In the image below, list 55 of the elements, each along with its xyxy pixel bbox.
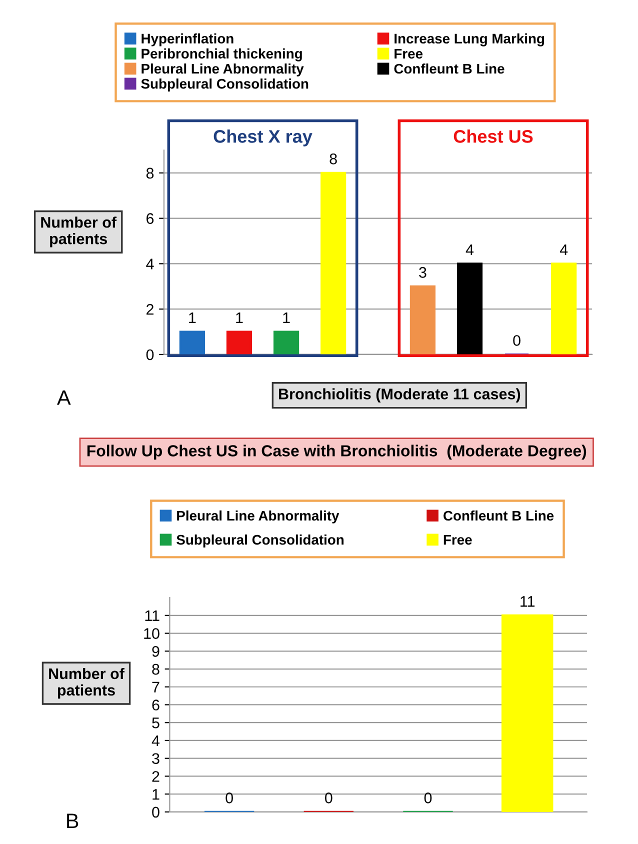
data-label: 1 xyxy=(189,312,196,324)
data-label: 0 xyxy=(424,792,432,804)
bar xyxy=(179,330,205,354)
y-tick-label: 11 xyxy=(145,610,160,621)
bar xyxy=(410,285,436,354)
data-label: 0 xyxy=(513,335,520,346)
data-label: 4 xyxy=(560,244,568,255)
legend-label: Confleunt B Line xyxy=(444,510,554,521)
y-tick-label: 5 xyxy=(152,718,160,728)
legend-label: Free xyxy=(394,48,423,59)
y-tick-label: 6 xyxy=(146,213,154,224)
y-tick-label: 1 xyxy=(152,789,160,800)
legend-label: Subpleural Consolidation xyxy=(176,534,344,548)
data-label: 1 xyxy=(236,312,243,324)
data-label: 0 xyxy=(226,792,233,804)
data-label: 11 xyxy=(520,596,535,607)
y-axis-title: Number of patients xyxy=(41,216,117,248)
legend-label: Increase Lung Marking xyxy=(394,33,544,46)
y-tick-label: 6 xyxy=(152,700,160,710)
y-tick-label: 2 xyxy=(152,771,160,782)
bar xyxy=(320,172,346,354)
data-label: 4 xyxy=(466,244,474,255)
y-tick-label: 3 xyxy=(152,753,160,764)
text: Chest X ray xyxy=(214,130,312,146)
y-tick-label: 8 xyxy=(152,664,160,675)
legend-label: Hyperinflation xyxy=(142,33,234,46)
bar xyxy=(273,330,300,354)
x-axis-title: Bronchiolitis (Moderate 11 cases) xyxy=(279,388,520,402)
y-tick-label: 9 xyxy=(152,646,160,657)
y-tick-label: 7 xyxy=(152,682,160,692)
legend-label: Subpleural Consolidation xyxy=(141,78,308,92)
text: A xyxy=(56,390,71,405)
legend-label: Pleural Line Abnormality xyxy=(142,63,304,76)
legend-label: Free xyxy=(444,535,472,545)
y-tick-label: 8 xyxy=(146,168,154,179)
y-tick-label: 2 xyxy=(146,304,154,315)
y-tick-label: 4 xyxy=(146,258,154,270)
legend-label: Confleunt B Line xyxy=(394,63,504,74)
data-label: 8 xyxy=(330,154,337,164)
y-axis-title: Number of patients xyxy=(49,668,124,699)
data-label: 3 xyxy=(419,267,426,278)
legend-label: Pleural Line Abnormality xyxy=(177,510,340,524)
chart-title: Follow Up Chest US in Case with Bronchiolitis (Moderate Degree) xyxy=(87,444,586,460)
data-label: 1 xyxy=(283,312,290,324)
bar xyxy=(226,330,252,354)
legend-label: Peribronchial thickening xyxy=(142,48,302,62)
y-tick-label: 4 xyxy=(152,735,160,746)
text: Chest US xyxy=(454,130,533,143)
bar xyxy=(456,262,483,354)
bar xyxy=(551,262,577,354)
data-label: 0 xyxy=(325,792,332,804)
text: B xyxy=(67,814,78,828)
y-tick-label: 0 xyxy=(146,349,154,360)
y-tick-label: 10 xyxy=(144,628,160,639)
y-tick-label: 0 xyxy=(152,806,160,818)
